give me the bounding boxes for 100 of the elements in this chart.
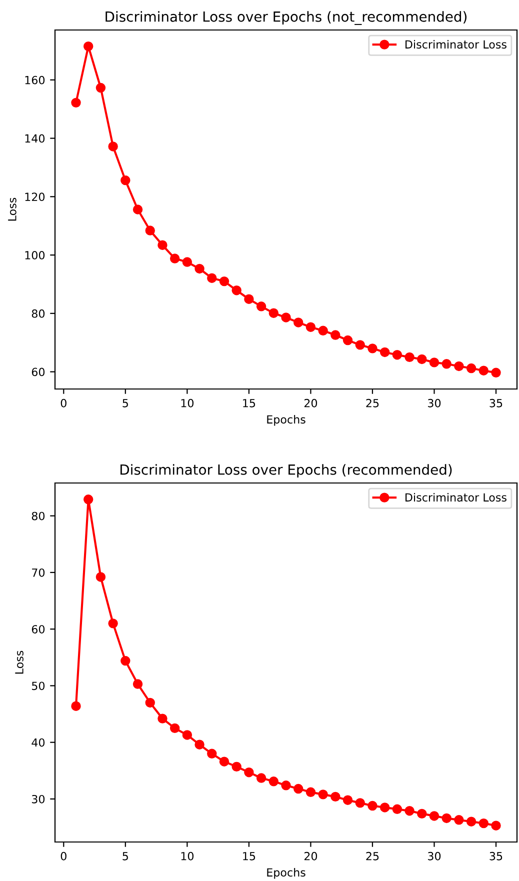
point	[380, 802, 390, 812]
point	[158, 240, 168, 250]
x-tick-label: 10	[181, 852, 194, 860]
x-tick-label: 25	[366, 852, 379, 860]
point	[145, 226, 155, 236]
point	[281, 780, 291, 790]
point	[207, 273, 217, 283]
point	[404, 806, 414, 816]
y-tick-label: 80	[32, 309, 45, 318]
point	[293, 784, 304, 794]
point	[368, 800, 378, 811]
y-tick-label: 140	[25, 134, 45, 143]
point	[182, 730, 192, 740]
point	[96, 82, 106, 93]
point	[417, 808, 427, 819]
x-tick-label: 30	[428, 852, 441, 860]
point	[442, 813, 452, 824]
point	[466, 816, 476, 826]
point	[219, 276, 230, 286]
point	[182, 257, 192, 267]
x-tick-label: 20	[304, 852, 318, 860]
point	[71, 701, 81, 711]
point	[429, 358, 440, 368]
point	[96, 572, 106, 582]
x-tick-label: 0	[60, 852, 66, 860]
point	[466, 363, 476, 374]
point	[256, 302, 266, 312]
point	[429, 811, 440, 821]
y-tick-label: 80	[32, 512, 45, 520]
y-tick-label: 70	[32, 568, 45, 577]
legend-label: Discriminator Loss	[406, 493, 506, 502]
point	[170, 723, 180, 734]
point	[293, 318, 304, 328]
y-tick-label: 60	[32, 368, 45, 376]
x-axis-title: Epochs	[267, 868, 306, 879]
x-tick-label: 25	[366, 398, 379, 408]
chart-title: Discriminator Loss over Epochs (not_recommended)	[106, 11, 467, 25]
point	[342, 795, 353, 805]
point	[306, 787, 316, 798]
point	[318, 326, 328, 336]
point	[478, 366, 489, 376]
point	[132, 679, 143, 689]
point	[207, 748, 217, 759]
point	[145, 698, 155, 708]
point	[380, 347, 390, 358]
x-tick-label: 15	[243, 399, 256, 408]
point	[120, 175, 130, 186]
y-tick-label: 60	[32, 625, 45, 634]
point	[454, 815, 464, 825]
point	[368, 344, 378, 354]
point	[318, 790, 328, 800]
point	[232, 762, 242, 772]
x-tick-label: 5	[122, 399, 128, 408]
point	[244, 294, 254, 304]
point	[108, 618, 118, 628]
y-axis-title: Loss	[15, 650, 24, 674]
y-tick-label: 40	[32, 738, 45, 747]
point	[454, 361, 464, 372]
point	[392, 350, 402, 360]
x-tick-label: 35	[490, 398, 502, 408]
point	[194, 264, 204, 274]
point	[281, 312, 291, 322]
point	[404, 352, 414, 362]
point	[342, 335, 353, 346]
point	[232, 285, 242, 296]
chart-title: Discriminator Loss over Epochs (recommended)	[120, 464, 452, 478]
point	[268, 776, 279, 786]
point	[256, 773, 266, 783]
legend-label: Discriminator Loss	[406, 40, 506, 49]
x-axis-title: Epochs	[267, 415, 306, 426]
point	[491, 820, 501, 830]
point	[417, 354, 427, 364]
y-axis-title: Loss	[8, 198, 16, 221]
point	[158, 714, 168, 724]
x-tick-label: 0	[60, 398, 66, 408]
x-tick-label: 35	[490, 852, 502, 860]
x-tick-label: 10	[181, 398, 194, 408]
point	[132, 204, 143, 214]
point	[355, 798, 365, 808]
point	[442, 359, 452, 369]
y-tick-label: 50	[32, 682, 45, 690]
point	[219, 756, 230, 766]
point	[83, 41, 94, 52]
point	[355, 340, 365, 350]
x-tick-label: 5	[122, 852, 128, 860]
point	[120, 656, 130, 666]
point	[244, 767, 254, 778]
x-tick-label: 15	[243, 852, 256, 860]
point	[194, 740, 204, 750]
point	[330, 330, 340, 340]
y-tick-label: 160	[25, 76, 45, 84]
point	[83, 494, 94, 504]
x-tick-label: 30	[428, 398, 441, 408]
point	[330, 792, 340, 802]
point	[170, 254, 180, 264]
y-tick-label: 100	[25, 251, 45, 260]
point	[71, 98, 81, 108]
y-tick-label: 120	[25, 192, 45, 202]
point	[108, 142, 118, 152]
point	[392, 804, 402, 814]
